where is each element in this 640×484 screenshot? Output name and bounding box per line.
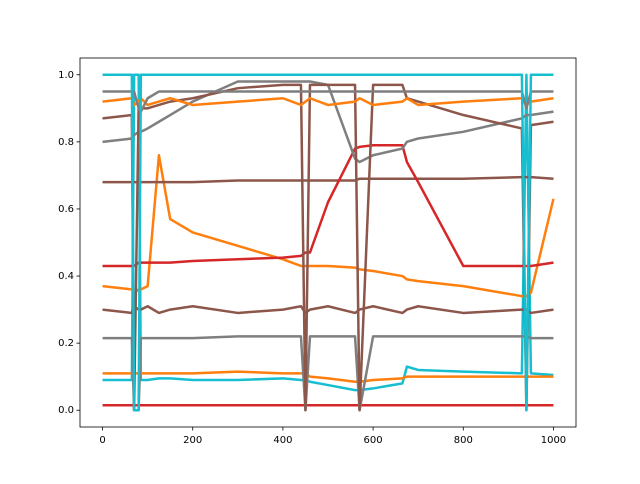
axes-frame (79, 57, 577, 428)
y-tick-label: 0.2 (58, 338, 74, 349)
x-tick-label: 0 (99, 435, 105, 446)
series-line (102, 90, 554, 113)
series-line (102, 97, 554, 107)
y-tick-label: 0.8 (58, 137, 74, 148)
series-line (102, 335, 554, 412)
y-tick-label: 0.0 (58, 405, 74, 416)
x-tick-label: 600 (364, 435, 383, 446)
x-tick-label: 1000 (541, 435, 566, 446)
series-line (102, 73, 554, 412)
y-tick-label: 1.0 (58, 70, 74, 81)
y-tick-label: 0.4 (58, 271, 74, 282)
x-tick-label: 200 (183, 435, 202, 446)
x-tick-label: 800 (454, 435, 473, 446)
series-line (102, 80, 554, 164)
x-tick-label: 400 (273, 435, 292, 446)
y-tick-label: 0.6 (58, 204, 74, 215)
